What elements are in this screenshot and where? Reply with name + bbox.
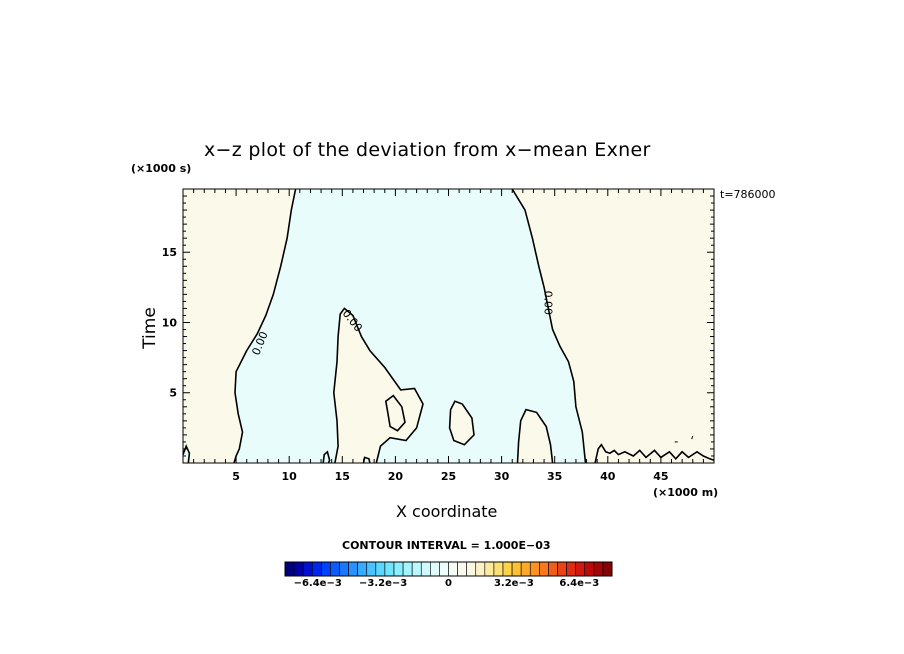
zero-contour [511, 188, 587, 464]
y-tick-label: 10 [162, 316, 178, 329]
y-tick-label: 5 [169, 387, 177, 400]
colorbar-swatch [484, 561, 495, 577]
zero-contour-lines [182, 188, 715, 464]
x-tick-label: 25 [441, 470, 456, 483]
x-axis-ticks: 5 10 15 20 25 30 35 40 45 [193, 189, 704, 483]
time-stamp: t=786000 [720, 188, 776, 201]
x-tick-label: 45 [653, 470, 668, 483]
negative-region [234, 189, 586, 463]
y-axis-ticks: 5 10 15 [162, 195, 714, 457]
colorbar-label: 3.2e−3 [493, 578, 534, 589]
colorbar-label: 0 [445, 578, 452, 589]
x-tick-label: 40 [600, 470, 616, 483]
colorbar [284, 561, 613, 577]
colorbar-swatch [420, 561, 431, 577]
colorbar-swatch [357, 561, 368, 577]
colorbar-swatch [584, 561, 595, 577]
y-axis-label: Time [140, 307, 160, 349]
colorbar-label: −6.4e−3 [293, 578, 342, 589]
colorbar-swatch [511, 561, 522, 577]
colorbar-swatch [520, 561, 531, 577]
x-tick-label: 35 [547, 470, 562, 483]
zero-contour [516, 408, 554, 464]
colorbar-swatch [339, 561, 349, 577]
chart-title: x−z plot of the deviation from x−mean Ex… [204, 139, 651, 161]
colorbar-swatch [411, 561, 422, 577]
colorbar-swatch [593, 561, 604, 577]
colorbar-swatch [493, 561, 504, 577]
zero-contour [322, 450, 331, 464]
x-axis-unit: (×1000 m) [653, 486, 719, 499]
colorbar-swatch [529, 561, 540, 577]
colorbar-swatch [375, 561, 386, 577]
x-tick-label: 20 [388, 470, 404, 483]
colorbar-swatch [466, 561, 477, 577]
x-tick-label: 10 [282, 470, 298, 483]
colorbar-swatch [439, 561, 449, 577]
colorbar-label: 6.4e−3 [559, 578, 600, 589]
y-tick-label: 15 [162, 246, 177, 259]
colorbar-label: −3.2e−3 [358, 578, 408, 589]
contour-interval: CONTOUR INTERVAL = 1.000E−03 [342, 539, 551, 552]
zero-contour [233, 188, 297, 464]
shaded-regions [183, 189, 714, 463]
colorbar-swatch [566, 561, 576, 577]
colorbar-swatch [366, 561, 377, 577]
colorbar-swatch [393, 561, 404, 577]
positive-island [385, 395, 405, 431]
colorbar-swatch [539, 561, 549, 577]
colorbar-swatch [330, 561, 340, 577]
colorbar-swatch [402, 561, 413, 577]
positive-island [517, 409, 553, 463]
zero-contour [448, 400, 475, 446]
colorbar-swatch [348, 561, 358, 577]
positive-island [449, 401, 474, 445]
x-axis-label: X coordinate [396, 502, 498, 521]
zero-contour [362, 456, 371, 464]
colorbar-swatch [602, 561, 613, 577]
colorbar-swatch [457, 561, 467, 577]
colorbar-swatch [548, 561, 558, 577]
colorbar-swatch [557, 561, 567, 577]
x-tick-label: 5 [232, 470, 240, 483]
colorbar-frame [284, 561, 613, 577]
colorbar-swatch [448, 561, 458, 577]
colorbar-swatch [502, 561, 513, 577]
colorbar-swatch [575, 561, 586, 577]
colorbar-swatch [430, 561, 440, 577]
y-axis-unit: (×1000 s) [131, 162, 192, 175]
x-tick-label: 15 [335, 470, 350, 483]
colorbar-swatch [311, 561, 322, 577]
zero-contour [182, 444, 191, 464]
zero-contour [594, 443, 715, 464]
colorbar-swatch [284, 561, 295, 577]
colorbar-swatch [293, 561, 304, 577]
contour-fragment [691, 435, 694, 440]
contour-label: 0.00 [541, 291, 554, 316]
x-tick-label: 30 [494, 470, 510, 483]
zero-contour [384, 394, 406, 432]
colorbar-swatch [384, 561, 395, 577]
zero-contour [332, 307, 424, 464]
colorbar-swatch [321, 561, 331, 577]
colorbar-swatch [475, 561, 486, 577]
colorbar-swatch [302, 561, 313, 577]
